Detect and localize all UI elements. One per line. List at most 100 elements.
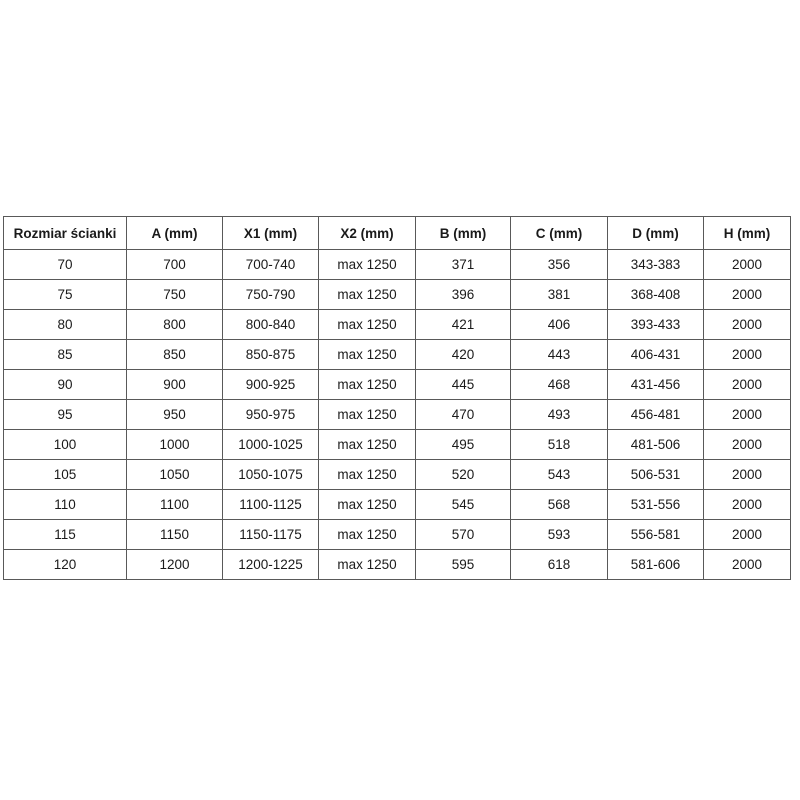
table-cell: 445: [415, 369, 511, 400]
table-cell: max 1250: [318, 489, 416, 520]
table-cell: 850: [126, 339, 223, 370]
table-row: 100 1000 1000-1025 max 1250 495 518 481-506 200…: [3, 429, 791, 460]
table-cell: 75: [3, 279, 127, 310]
table-cell: 443: [510, 339, 608, 370]
table-cell: 1200: [126, 549, 223, 580]
column-header: D (mm): [607, 216, 704, 250]
table-cell: 481-506: [607, 429, 704, 460]
table-row: 110 1100 1100-1125 max 1250 545 568 531-556 200…: [3, 489, 791, 520]
table-cell: 618: [510, 549, 608, 580]
table-cell: 950-975: [222, 399, 319, 430]
table-body: 70 700 700-740 max 1250 371 356 343-383 2000 75 7…: [3, 249, 791, 580]
table-cell: 431-456: [607, 369, 704, 400]
table-cell: 393-433: [607, 309, 704, 340]
table-cell: 2000: [703, 429, 791, 460]
table-cell: 1100: [126, 489, 223, 520]
table-cell: 750: [126, 279, 223, 310]
table-cell: 1000: [126, 429, 223, 460]
column-header: X1 (mm): [222, 216, 319, 250]
table-cell: 493: [510, 399, 608, 430]
table-cell: 1050-1075: [222, 459, 319, 490]
table-cell: 2000: [703, 249, 791, 280]
table-row: 120 1200 1200-1225 max 1250 595 618 581-606 200…: [3, 549, 791, 580]
table-row: 85 850 850-875 max 1250 420 443 406-431 2000: [3, 339, 791, 370]
table-cell: 2000: [703, 279, 791, 310]
table-cell: 343-383: [607, 249, 704, 280]
table-cell: max 1250: [318, 309, 416, 340]
table-cell: 396: [415, 279, 511, 310]
table-cell: max 1250: [318, 549, 416, 580]
table-cell: 2000: [703, 399, 791, 430]
table-cell: 1100-1125: [222, 489, 319, 520]
table-cell: 420: [415, 339, 511, 370]
table-cell: 543: [510, 459, 608, 490]
table-cell: 570: [415, 519, 511, 550]
table-cell: 700: [126, 249, 223, 280]
table-cell: max 1250: [318, 249, 416, 280]
table-cell: 495: [415, 429, 511, 460]
table-cell: 581-606: [607, 549, 704, 580]
table-cell: 356: [510, 249, 608, 280]
table-cell: 1050: [126, 459, 223, 490]
table-cell: 90: [3, 369, 127, 400]
table-cell: 506-531: [607, 459, 704, 490]
table-cell: 120: [3, 549, 127, 580]
column-header: Rozmiar ścianki: [3, 216, 127, 250]
table-cell: 2000: [703, 519, 791, 550]
table-cell: 371: [415, 249, 511, 280]
table-cell: max 1250: [318, 369, 416, 400]
table-row: 95 950 950-975 max 1250 470 493 456-481 2000: [3, 399, 791, 430]
table-cell: 750-790: [222, 279, 319, 310]
column-header: A (mm): [126, 216, 223, 250]
size-spec-table: Rozmiar ścianki A (mm) X1 (mm) X2 (mm) B (mm…: [3, 216, 791, 580]
table-cell: 105: [3, 459, 127, 490]
header-row: Rozmiar ścianki A (mm) X1 (mm) X2 (mm) B (mm…: [3, 216, 791, 250]
table-cell: 556-581: [607, 519, 704, 550]
column-header: X2 (mm): [318, 216, 416, 250]
table-cell: 70: [3, 249, 127, 280]
table-row: 115 1150 1150-1175 max 1250 570 593 556-581 200…: [3, 519, 791, 550]
table-cell: 2000: [703, 549, 791, 580]
table-cell: max 1250: [318, 279, 416, 310]
table-cell: 520: [415, 459, 511, 490]
table-cell: 468: [510, 369, 608, 400]
table-cell: 593: [510, 519, 608, 550]
table-cell: 368-408: [607, 279, 704, 310]
table-row: 90 900 900-925 max 1250 445 468 431-456 2000: [3, 369, 791, 400]
table-cell: 456-481: [607, 399, 704, 430]
table-row: 80 800 800-840 max 1250 421 406 393-433 2000: [3, 309, 791, 340]
table-cell: max 1250: [318, 429, 416, 460]
table-cell: 381: [510, 279, 608, 310]
table-cell: 900-925: [222, 369, 319, 400]
table-cell: 100: [3, 429, 127, 460]
column-header: B (mm): [415, 216, 511, 250]
table-cell: 2000: [703, 489, 791, 520]
table-cell: 850-875: [222, 339, 319, 370]
table-cell: 518: [510, 429, 608, 460]
table-cell: 950: [126, 399, 223, 430]
table-cell: 80: [3, 309, 127, 340]
table-cell: 800: [126, 309, 223, 340]
table-cell: 110: [3, 489, 127, 520]
table-cell: 2000: [703, 459, 791, 490]
table-cell: 531-556: [607, 489, 704, 520]
table-cell: 95: [3, 399, 127, 430]
table-cell: 115: [3, 519, 127, 550]
table-cell: 406-431: [607, 339, 704, 370]
table-cell: 2000: [703, 369, 791, 400]
table-cell: 900: [126, 369, 223, 400]
table-cell: 470: [415, 399, 511, 430]
table-cell: 700-740: [222, 249, 319, 280]
table-cell: 800-840: [222, 309, 319, 340]
table-cell: 2000: [703, 339, 791, 370]
table-cell: max 1250: [318, 459, 416, 490]
table-cell: 1200-1225: [222, 549, 319, 580]
table-cell: 421: [415, 309, 511, 340]
column-header: H (mm): [703, 216, 791, 250]
table-row: 105 1050 1050-1075 max 1250 520 543 506-531 200…: [3, 459, 791, 490]
table-cell: max 1250: [318, 339, 416, 370]
table-cell: 406: [510, 309, 608, 340]
column-header: C (mm): [510, 216, 608, 250]
table-cell: 1000-1025: [222, 429, 319, 460]
